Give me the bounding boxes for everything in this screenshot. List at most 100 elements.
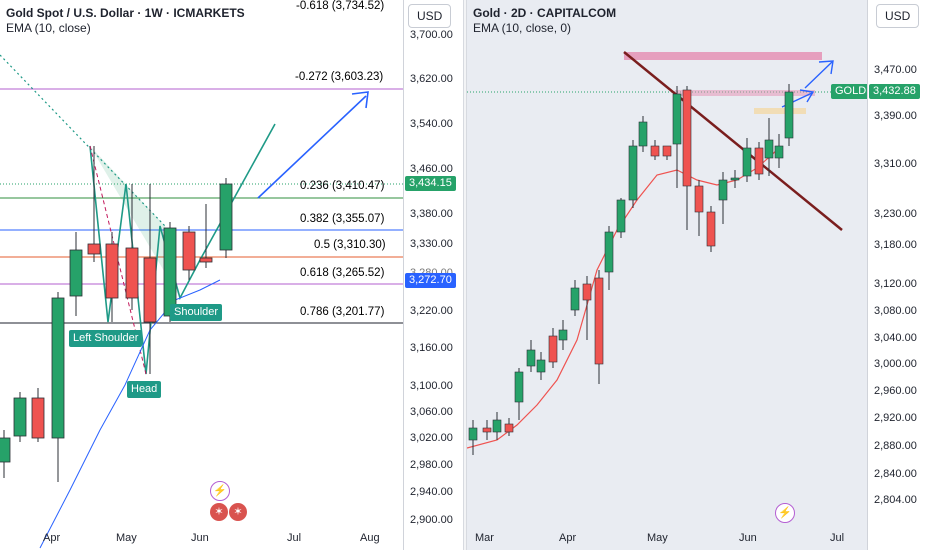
us-flag-icon[interactable]: ✶ (210, 503, 228, 521)
left-currency-button[interactable]: USD (408, 4, 452, 28)
panel-divider[interactable] (463, 0, 467, 550)
candle-body (616, 199, 626, 233)
price-tick: 3,330.00 (410, 238, 453, 250)
candle-body (31, 397, 45, 439)
projection-arrow (257, 95, 367, 199)
ema-line (39, 279, 221, 549)
candle-body (718, 179, 728, 201)
left-chart-title: Gold Spot / U.S. Dollar · 1W · ICMARKETS… (6, 6, 245, 36)
lightning-icon[interactable]: ⚡ (210, 481, 230, 501)
left-price-scale[interactable]: USD 3,700.00 3,620.00 3,540.00 3,460.00 … (403, 0, 463, 550)
price-tick: 3,020.00 (410, 432, 453, 444)
price-tick: 3,700.00 (410, 29, 453, 41)
candle-body (526, 349, 536, 367)
candle-body (628, 145, 638, 201)
us-flag-icon[interactable]: ✶ (229, 503, 247, 521)
arrow-2 (804, 61, 833, 89)
candle-body (682, 89, 692, 187)
candle-body (672, 93, 682, 145)
candle-body (742, 147, 752, 177)
candle-body (604, 231, 614, 273)
right-chart-title: Gold · 2D · CAPITALCOM EMA (10, close, 0… (473, 6, 616, 36)
lightning-icon[interactable]: ⚡ (775, 503, 795, 523)
candle-body (13, 397, 27, 437)
price-tick: 3,180.00 (874, 239, 917, 251)
candle-body (199, 257, 213, 263)
candle-body (143, 257, 157, 323)
time-tick-may: May (116, 532, 137, 544)
candle-body (548, 335, 558, 363)
price-tick: 3,620.00 (410, 73, 453, 85)
trend-line-dotted (0, 54, 166, 227)
support-zone (754, 108, 806, 114)
price-tick: 3,380.00 (410, 208, 453, 220)
right-current-price-label: 3,432.88 (869, 84, 920, 99)
candle-body (219, 183, 233, 251)
price-tick: 2,940.00 (410, 486, 453, 498)
candle-body (784, 91, 794, 139)
head-label: Head (127, 381, 162, 398)
left-symbol-title: Gold Spot / U.S. Dollar · 1W · ICMARKETS (6, 6, 245, 20)
candle-body (558, 329, 568, 341)
candle-body (754, 147, 764, 175)
left-chart-svg[interactable] (0, 0, 403, 550)
candle-body (69, 249, 83, 297)
time-tick-apr: Apr (43, 532, 61, 544)
right-currency-button[interactable]: USD (876, 4, 920, 28)
price-tick: 2,840.00 (874, 468, 917, 480)
candle-body (182, 231, 196, 271)
fib-label-05: 0.5 (3,310.30) (314, 239, 386, 251)
resistance-zone (624, 52, 822, 60)
price-tick: 3,390.00 (874, 110, 917, 122)
candle-body (0, 437, 11, 463)
time-tick-jun: Jun (739, 532, 757, 544)
right-chart-canvas[interactable]: Gold · 2D · CAPITALCOM EMA (10, close, 0… (467, 0, 867, 550)
fib-label-neg0618: -0.618 (3,734.52) (296, 0, 385, 12)
symbol-tag: GOLD (831, 84, 867, 99)
fib-label-0618: 0.618 (3,265.52) (300, 267, 385, 279)
right-price-scale[interactable]: USD 3,470.00 3,390.00 3,310.00 3,230.00 … (867, 0, 932, 550)
price-tick: 3,000.00 (874, 358, 917, 370)
right-shoulder-label: Shoulder (170, 304, 223, 321)
arrow-1-head (799, 89, 815, 103)
candle-body (774, 145, 784, 159)
price-tick: 3,040.00 (874, 332, 917, 344)
left-shoulder-label: Left Shoulder (69, 330, 143, 347)
right-chart-svg[interactable] (467, 0, 867, 550)
price-tick: 3,100.00 (410, 380, 453, 392)
candle-body (730, 177, 740, 181)
left-ema-price-label: 3,272.70 (405, 273, 456, 288)
price-tick: 3,540.00 (410, 118, 453, 130)
price-tick: 3,080.00 (874, 305, 917, 317)
price-tick: 2,980.00 (410, 459, 453, 471)
candle-body (650, 145, 660, 157)
left-chart-canvas[interactable]: Gold Spot / U.S. Dollar · 1W · ICMARKETS… (0, 0, 403, 550)
price-tick: 3,120.00 (874, 278, 917, 290)
time-tick-mar: Mar (475, 532, 494, 544)
right-chart-panel[interactable]: Gold · 2D · CAPITALCOM EMA (10, close, 0… (467, 0, 932, 550)
candle-body (764, 139, 774, 159)
price-tick: 2,920.00 (874, 412, 917, 424)
candle-body (662, 145, 672, 157)
right-indicator-label: EMA (10, close, 0) (473, 21, 572, 35)
left-current-price-label: 3,434.15 (405, 176, 456, 191)
right-symbol-title: Gold · 2D · CAPITALCOM (473, 6, 617, 20)
descending-trend-line (623, 51, 843, 231)
price-tick: 3,460.00 (410, 163, 453, 175)
time-tick-apr: Apr (559, 532, 577, 544)
candle-body (51, 297, 65, 439)
price-tick: 2,880.00 (874, 440, 917, 452)
candle-body (163, 227, 177, 317)
left-chart-panel[interactable]: Gold Spot / U.S. Dollar · 1W · ICMARKETS… (0, 0, 463, 550)
price-tick: 3,230.00 (874, 208, 917, 220)
candle-body (514, 371, 524, 403)
fib-label-neg0272: -0.272 (3,603.23) (295, 71, 384, 83)
candle-body (125, 247, 139, 299)
time-tick-jul: Jul (830, 532, 845, 544)
candle-body (105, 243, 119, 299)
candle-body (87, 243, 101, 255)
price-tick: 2,900.00 (410, 514, 453, 526)
candle-body (482, 427, 492, 433)
price-tick: 3,310.00 (874, 158, 917, 170)
price-tick: 3,220.00 (410, 305, 453, 317)
